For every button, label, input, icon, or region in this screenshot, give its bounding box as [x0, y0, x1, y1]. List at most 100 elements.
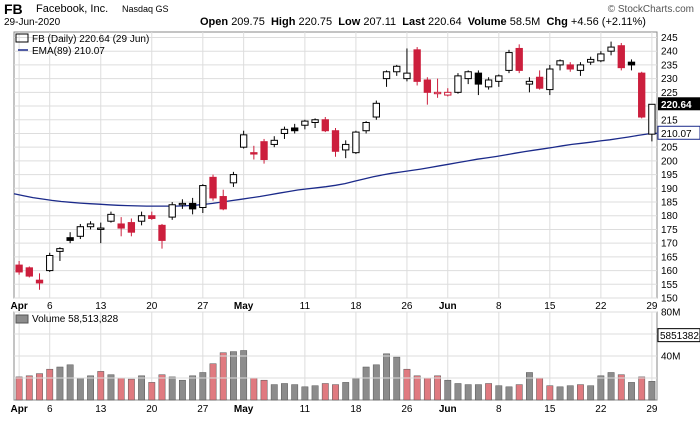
- volume-bar: [15, 376, 23, 401]
- volume-bar: [515, 384, 523, 401]
- volume-bar: [648, 381, 656, 401]
- volume-bar: [617, 374, 625, 401]
- copyright-text: © StockCharts.com: [607, 4, 694, 15]
- candle-body: [638, 72, 646, 118]
- price-tick-label: 150: [661, 294, 678, 305]
- price-x-tick-label: 18: [350, 301, 362, 312]
- high-label: High: [270, 16, 296, 28]
- volume-bar: [464, 384, 472, 401]
- volume-bar: [158, 374, 166, 401]
- candle-body: [331, 130, 340, 152]
- volume-x-tick-label: 27: [197, 404, 209, 415]
- volume-bar: [291, 384, 299, 401]
- price-tick-label: 160: [661, 266, 678, 277]
- price-x-tick-label: Jun: [439, 301, 457, 312]
- volume-bar: [168, 376, 176, 401]
- volume-bar: [342, 382, 350, 401]
- price-tick-label: 205: [661, 143, 678, 154]
- volume-bar: [485, 383, 493, 401]
- candle-body: [382, 71, 391, 80]
- candle-body: [321, 119, 329, 132]
- volume-bar: [474, 384, 482, 401]
- volume-legend-swatch: [15, 314, 29, 324]
- volume-x-tick-label: 11: [300, 404, 311, 415]
- volume-bar: [36, 373, 43, 401]
- volume-badge: [657, 328, 700, 343]
- candle-body: [66, 237, 74, 241]
- open-value: 209.75: [231, 16, 265, 28]
- last-price-badge-text: 220.64: [661, 100, 692, 111]
- candle-body: [515, 47, 523, 71]
- volume-x-tick-label: 13: [95, 404, 107, 415]
- price-tick-label: 215: [661, 115, 678, 126]
- volume-bar: [46, 368, 54, 401]
- volume-bar: [383, 353, 390, 401]
- candle-body: [576, 64, 585, 71]
- company-name: Facebook, Inc.: [36, 3, 109, 15]
- price-tick-label: 200: [661, 156, 678, 167]
- candle-body: [209, 176, 217, 199]
- volume-bar: [546, 385, 554, 401]
- price-tick-label: 235: [661, 60, 678, 71]
- volume-bar: [107, 374, 115, 401]
- candle-body: [199, 185, 207, 209]
- ema-badge: [657, 125, 700, 140]
- volume-x-tick-label: Apr: [10, 404, 27, 415]
- price-tick-label: 175: [661, 225, 678, 236]
- candle-body: [372, 102, 380, 118]
- ema-legend-label: EMA(89) 210.07: [32, 46, 105, 57]
- candle-body: [617, 45, 625, 69]
- volume-tick-label: 40M: [661, 352, 680, 363]
- volume-x-tick-label: 6: [47, 404, 53, 415]
- volume-bar: [423, 377, 431, 401]
- volume-bar: [138, 375, 145, 401]
- volume-bar: [230, 351, 237, 401]
- price-x-tick-label: 27: [197, 301, 209, 312]
- volume-bar: [117, 377, 125, 401]
- price-x-tick-label: 29: [646, 301, 658, 312]
- volume-bar: [87, 375, 94, 401]
- volume-x-tick-label: 18: [350, 404, 362, 415]
- candle-body: [433, 91, 442, 95]
- candle-body: [137, 215, 146, 222]
- price-tick-label: 230: [661, 74, 678, 85]
- candle-body: [556, 60, 564, 66]
- volume-bar: [587, 385, 595, 401]
- low-value: 207.11: [363, 16, 397, 28]
- volume-bar: [97, 371, 105, 401]
- quote-date: 29-Jun-2020: [4, 17, 61, 28]
- volume-label: Volume: [467, 16, 507, 28]
- price-tick-label: 240: [661, 47, 678, 58]
- volume-bar: [189, 375, 197, 401]
- volume-bar: [556, 386, 564, 401]
- volume-bar: [434, 375, 441, 401]
- volume-bar: [321, 383, 329, 401]
- candle-body: [393, 65, 401, 73]
- candle-body: [342, 143, 350, 151]
- volume-bar: [536, 377, 544, 401]
- volume-bar: [199, 372, 207, 401]
- ticker-symbol: FB: [4, 1, 23, 17]
- candle-body: [546, 68, 554, 91]
- candle-body: [301, 120, 309, 126]
- candle-body: [474, 72, 483, 85]
- price-tick-label: 185: [661, 198, 678, 209]
- volume-bar: [332, 384, 339, 401]
- volume-x-tick-label: 8: [496, 404, 502, 415]
- volume-value: 58.5M: [509, 16, 541, 28]
- candle-body: [311, 119, 319, 123]
- volume-bar: [628, 382, 635, 401]
- volume-tick-label: 80M: [661, 308, 680, 319]
- low-label: Low: [338, 16, 361, 28]
- candle-body: [403, 72, 411, 80]
- volume-x-tick-label: 29: [646, 404, 658, 415]
- candle-body: [280, 128, 289, 134]
- price-tick-label: 165: [661, 252, 678, 263]
- candle-body: [239, 134, 248, 148]
- price-x-tick-label: Apr: [10, 301, 27, 312]
- candle-body: [535, 76, 544, 89]
- candle-body: [260, 141, 268, 161]
- chg-value: +4.56 (+2.11%): [570, 16, 646, 28]
- price-x-tick-label: 15: [544, 301, 556, 312]
- open-label: Open: [200, 16, 229, 28]
